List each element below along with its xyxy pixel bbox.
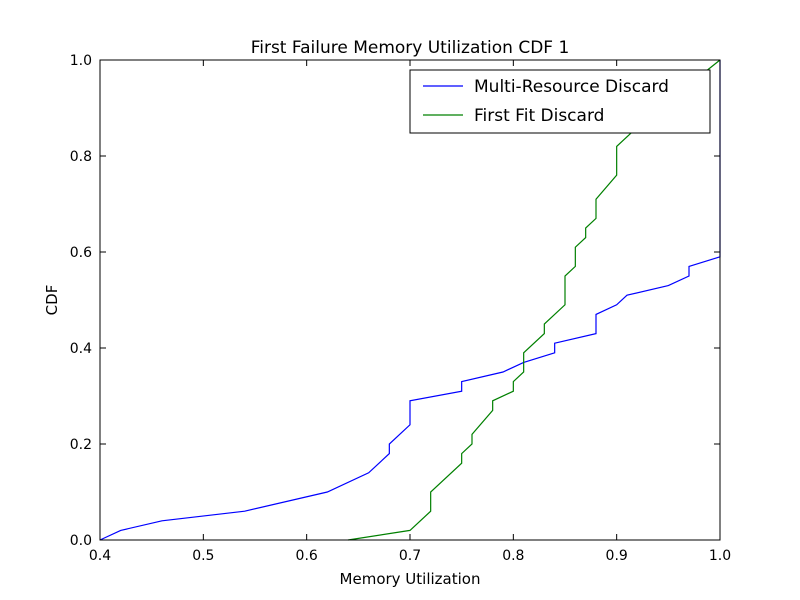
y-tick-label: 0.6 xyxy=(70,245,92,261)
series-line-multi-resource-discard xyxy=(99,60,721,541)
legend-label-first-fit-discard: First Fit Discard xyxy=(474,106,604,126)
x-axis-label: Memory Utilization xyxy=(340,570,481,588)
chart-title: First Failure Memory Utilization CDF 1 xyxy=(251,38,570,58)
series-line-first-fit-discard xyxy=(347,59,721,541)
legend: Multi-Resource Discard First Fit Discard xyxy=(409,69,711,134)
legend-label-multi-resource-discard: Multi-Resource Discard xyxy=(474,77,669,97)
x-tick-label: 0.5 xyxy=(192,548,214,564)
x-tick-label: 0.8 xyxy=(502,548,524,564)
y-tick-label: 0.0 xyxy=(70,533,92,549)
y-tick-label: 1.0 xyxy=(70,53,92,69)
x-tick-label: 0.4 xyxy=(89,548,111,564)
x-tick-label: 0.6 xyxy=(296,548,318,564)
plot-area xyxy=(99,59,721,541)
y-tick-label: 0.4 xyxy=(70,341,92,357)
x-tick-label: 0.7 xyxy=(399,548,421,564)
x-tick-label: 1.0 xyxy=(709,548,731,564)
x-tick-label: 0.9 xyxy=(606,548,628,564)
y-axis-label: CDF xyxy=(43,285,61,316)
y-tick-label: 0.2 xyxy=(70,437,92,453)
legend-box xyxy=(409,69,711,134)
axis-ticks: 0.4 0.5 0.6 0.7 0.8 0.9 1.0 0.0 0.2 0.4 0.6 0.8 1.0 xyxy=(70,53,731,564)
y-tick-label: 0.8 xyxy=(70,149,92,165)
